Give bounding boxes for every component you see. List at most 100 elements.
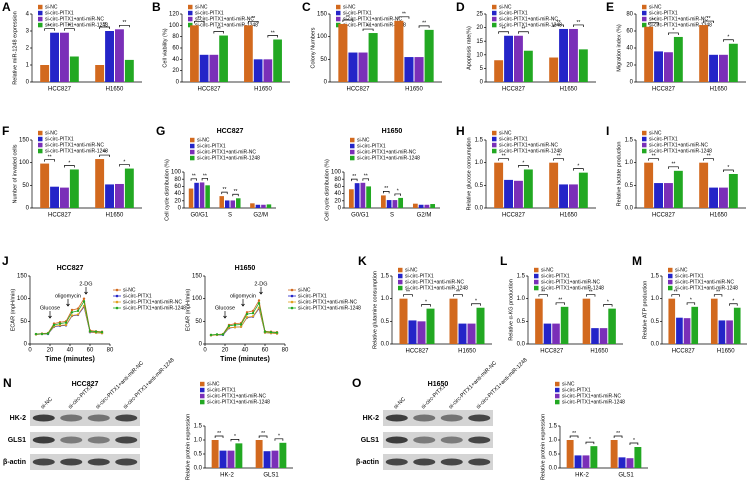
- blot-band: [440, 414, 463, 422]
- line-point: [263, 330, 267, 333]
- significance-bracket: [729, 303, 738, 306]
- bar: [380, 195, 386, 208]
- bar: [271, 450, 279, 468]
- significance-label: **: [48, 24, 52, 30]
- line-point: [46, 332, 50, 335]
- y-tick-label: 40: [174, 191, 181, 197]
- x-tick-label: HCC827: [652, 213, 676, 219]
- line-series: [35, 297, 103, 335]
- significance-label: **: [616, 431, 620, 437]
- annotation: oligomycin: [230, 293, 256, 299]
- x-tick-label: HCC827: [197, 87, 221, 93]
- x-tick-label: H1650: [560, 213, 578, 219]
- x-tick-label: HK-2: [220, 473, 234, 479]
- y-tick-label: 1.5: [625, 138, 634, 144]
- bar: [263, 451, 271, 468]
- significance-bracket: [671, 294, 680, 297]
- legend-swatch: [190, 143, 195, 149]
- x-tick-label: G2/M: [417, 213, 432, 219]
- lane-label: si-circ-PITX1+anti-miR-NC: [448, 360, 498, 410]
- y-tick-label: 50: [195, 319, 202, 325]
- bar: [205, 185, 210, 208]
- y-axis-label: Relative α-KG production: [508, 279, 514, 341]
- bar: [236, 198, 241, 208]
- bar: [574, 455, 582, 468]
- panel-letter: B: [152, 0, 161, 14]
- legend-swatch: [200, 399, 205, 405]
- legend-swatch: [398, 279, 403, 285]
- legend-label: si-circ-PITX1: [562, 387, 591, 393]
- legend-swatch: [38, 4, 43, 10]
- significance-bracket: [573, 24, 584, 27]
- legend-swatch: [492, 136, 497, 142]
- y-axis-label: Relative glutamine consumption: [372, 271, 378, 349]
- annotation: oligomycin: [55, 293, 81, 299]
- blot-row-label: HK-2: [10, 415, 26, 422]
- y-tick-label: 0.5: [651, 319, 660, 325]
- y-tick-label: 10: [476, 52, 483, 58]
- bar: [279, 442, 287, 468]
- line-point: [70, 314, 74, 317]
- line-point: [70, 311, 74, 314]
- bar: [60, 187, 69, 208]
- line-point: [52, 323, 56, 327]
- y-tick-label: 40: [172, 57, 179, 63]
- legend-label: si-circ-PITX1: [298, 293, 327, 299]
- x-tick-label: 60: [87, 348, 94, 354]
- y-tick-label: 20: [172, 68, 179, 74]
- significance-bracket: [418, 25, 430, 28]
- x-tick-label: G0/G1: [190, 213, 208, 219]
- legend-label: si-circ-PITX1: [675, 273, 704, 279]
- legend-swatch: [642, 4, 647, 10]
- bar: [560, 306, 569, 344]
- bar: [426, 308, 435, 344]
- y-tick-label: 50: [20, 319, 27, 325]
- significance-label: **: [197, 16, 201, 22]
- legend-swatch: [188, 4, 193, 10]
- y-tick-label: 0.5: [381, 319, 390, 325]
- y-tick-label: 0: [26, 80, 30, 86]
- legend-label: si-circ-PITX1: [499, 10, 528, 16]
- bar: [718, 320, 726, 344]
- significance-bracket: [274, 438, 284, 441]
- legend-marker: [115, 300, 119, 304]
- bar: [710, 298, 718, 344]
- bar: [523, 50, 533, 82]
- significance-bracket: [713, 294, 723, 297]
- significance-bracket: [64, 165, 75, 168]
- significance-label: *: [522, 160, 524, 166]
- legend-swatch: [555, 381, 560, 387]
- line-point: [34, 332, 38, 336]
- legend-label: si-NC: [195, 4, 208, 10]
- significance-label: **: [223, 187, 227, 193]
- legend-swatch: [38, 16, 43, 22]
- significance-bracket: [383, 191, 390, 194]
- y-tick-label: 1.0: [517, 296, 526, 302]
- bar: [115, 183, 124, 208]
- legend-label: si-circ-PITX1: [499, 136, 528, 142]
- legend-swatch: [668, 279, 673, 285]
- panel-letter: L: [500, 254, 507, 268]
- legend-swatch: [188, 22, 193, 28]
- y-tick-label: 1.0: [625, 160, 634, 166]
- significance-bracket: [453, 294, 463, 297]
- line-point: [70, 308, 74, 312]
- legend-label: si-circ-PITX1: [541, 273, 570, 279]
- line-point: [257, 302, 261, 305]
- significance-label: **: [251, 16, 255, 22]
- legend-swatch: [642, 22, 647, 28]
- significance-bracket: [723, 39, 734, 42]
- panel-letter: I: [606, 124, 609, 138]
- legend-label: si-circ-PITX1: [649, 10, 678, 16]
- bar: [683, 318, 691, 344]
- legend-label: si-NC: [405, 267, 418, 273]
- bar: [69, 56, 79, 82]
- x-tick-label: HCC827: [48, 87, 72, 93]
- bar: [273, 39, 282, 82]
- blot-band: [468, 414, 491, 422]
- bar: [404, 57, 414, 82]
- significance-label: **: [674, 289, 678, 295]
- x-tick-label: G0/G1: [351, 213, 369, 219]
- significance-bracket: [569, 435, 579, 438]
- legend-swatch: [190, 137, 195, 143]
